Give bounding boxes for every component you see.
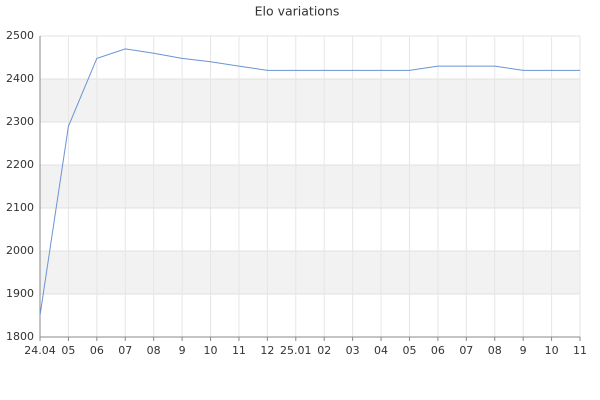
x-tick-label: 10 [204, 344, 218, 357]
grid-band [40, 165, 580, 208]
x-tick-label: 25.01 [280, 344, 312, 357]
y-tick-label: 2100 [6, 201, 34, 214]
grid-band [40, 79, 580, 122]
x-tick-label: 12 [260, 344, 274, 357]
x-tick-label: 11 [232, 344, 246, 357]
x-tick-label: 06 [90, 344, 104, 357]
y-tick-label: 2300 [6, 115, 34, 128]
x-tick-label: 07 [118, 344, 132, 357]
y-tick-label: 1900 [6, 287, 34, 300]
x-tick-label: 24.04 [24, 344, 56, 357]
y-tick-label: 2000 [6, 244, 34, 257]
x-tick-label: 06 [431, 344, 445, 357]
x-tick-label: 07 [459, 344, 473, 357]
x-tick-label: 05 [61, 344, 75, 357]
x-tick-label: 05 [402, 344, 416, 357]
y-tick-label: 2500 [6, 29, 34, 42]
data-line [39, 48, 580, 316]
x-tick-label: 03 [346, 344, 360, 357]
x-tick-label: 08 [488, 344, 502, 357]
chart-title: Elo variations [255, 4, 340, 19]
x-tick-label: 08 [147, 344, 161, 357]
x-tick-label: 02 [317, 344, 331, 357]
x-tick-label: 9 [520, 344, 527, 357]
grid-band [40, 251, 580, 294]
x-tick-label: 04 [374, 344, 388, 357]
y-tick-label: 2200 [6, 158, 34, 171]
y-tick-label: 1800 [6, 330, 34, 343]
x-tick-label: 11 [573, 344, 587, 357]
y-tick-label: 2400 [6, 72, 34, 85]
x-tick-label: 9 [179, 344, 186, 357]
x-tick-label: 10 [545, 344, 559, 357]
